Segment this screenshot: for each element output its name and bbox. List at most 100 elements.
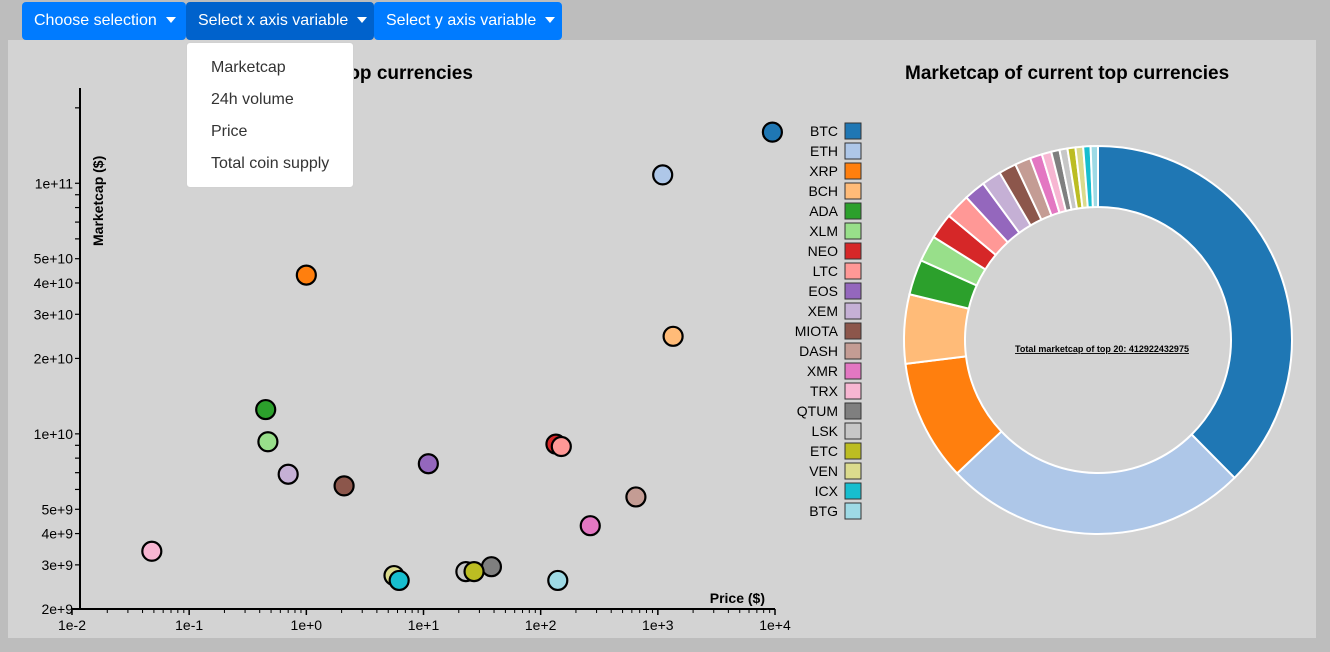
legend-label-eth: ETH bbox=[810, 143, 838, 159]
legend-label-ada: ADA bbox=[809, 203, 838, 219]
x-tick-label: 1e+2 bbox=[525, 617, 557, 633]
legend-label-trx: TRX bbox=[810, 383, 839, 399]
x-tick-label: 1e+4 bbox=[759, 617, 791, 633]
legend-swatch-btg bbox=[844, 502, 862, 520]
legend-label-xrp: XRP bbox=[809, 163, 838, 179]
dropdown-item-24h-volume[interactable]: 24h volume bbox=[211, 91, 294, 108]
legend-label-qtum: QTUM bbox=[797, 403, 838, 419]
legend-swatch-bch bbox=[844, 182, 862, 200]
scatter-point-etc bbox=[463, 561, 485, 583]
y-tick-label: 2e+10 bbox=[34, 350, 74, 366]
dropdown-item-price[interactable]: Price bbox=[211, 123, 248, 140]
legend-swatch-icx bbox=[844, 482, 862, 500]
legend-label-btc: BTC bbox=[810, 123, 838, 139]
choose-selection-label: Choose selection bbox=[34, 12, 157, 29]
x-tick-label: 1e+1 bbox=[408, 617, 440, 633]
legend-label-ltc: LTC bbox=[813, 263, 838, 279]
scatter-point-xlm bbox=[257, 431, 279, 453]
x-axis-dropdown-menu: Marketcap 24h volume Price Total coin su… bbox=[186, 42, 354, 188]
legend-swatch-dash bbox=[844, 342, 862, 360]
y-tick-label: 3e+9 bbox=[41, 557, 73, 573]
legend-swatch-eos bbox=[844, 282, 862, 300]
y-tick-label: 4e+9 bbox=[41, 526, 73, 542]
legend-label-btg: BTG bbox=[809, 503, 838, 519]
legend-swatch-xmr bbox=[844, 362, 862, 380]
donut-slice-btg bbox=[1089, 144, 1099, 209]
scatter-point-bch bbox=[662, 325, 684, 347]
legend-swatch-xrp bbox=[844, 162, 862, 180]
scatter-point-btg bbox=[547, 569, 569, 592]
scatter-point-xrp bbox=[295, 264, 317, 286]
scatter-point-xmr bbox=[579, 515, 601, 537]
x-tick-label: 1e+0 bbox=[291, 617, 323, 633]
legend-swatch-neo bbox=[844, 242, 862, 260]
donut-center-label: Total marketcap of top 20: 412922432975 bbox=[1015, 344, 1189, 354]
scatter-point-xem bbox=[277, 463, 299, 485]
legend-label-miota: MIOTA bbox=[795, 323, 839, 339]
scatter-point-ada bbox=[255, 398, 277, 421]
legend-label-xem: XEM bbox=[808, 303, 838, 319]
scatter-point-trx bbox=[141, 540, 163, 562]
select-x-axis-label: Select x axis variable bbox=[198, 12, 349, 29]
legend-label-dash: DASH bbox=[799, 343, 838, 359]
legend-label-xmr: XMR bbox=[807, 363, 838, 379]
scatter-point-icx bbox=[388, 569, 410, 592]
scatter-point-qtum bbox=[480, 556, 503, 578]
dropdown-item-marketcap[interactable]: Marketcap bbox=[211, 59, 286, 76]
scatter-point-btc bbox=[761, 121, 783, 143]
legend-label-bch: BCH bbox=[808, 183, 838, 199]
legend-swatch-qtum bbox=[844, 402, 862, 420]
select-x-axis-button[interactable]: Select x axis variable bbox=[186, 2, 374, 40]
caret-down-icon bbox=[545, 17, 556, 23]
legend-label-ven: VEN bbox=[809, 463, 838, 479]
donut-chart bbox=[903, 144, 1293, 535]
y-tick-label: 1e+10 bbox=[34, 426, 74, 442]
legend-swatch-xem bbox=[844, 302, 862, 320]
donut-slice-eth bbox=[955, 430, 1236, 535]
scatter-point-dash bbox=[625, 486, 647, 508]
scatter-chart-title: top currencies bbox=[342, 63, 473, 84]
legend-swatch-lsk bbox=[844, 422, 862, 440]
legend-label-neo: NEO bbox=[808, 243, 838, 259]
x-tick-label: 1e-2 bbox=[58, 617, 86, 633]
legend-swatch-etc bbox=[844, 442, 862, 460]
legend-swatch-trx bbox=[844, 382, 862, 400]
legend-label-xlm: XLM bbox=[809, 223, 838, 239]
legend-swatch-eth bbox=[844, 142, 862, 160]
y-tick-label: 2e+9 bbox=[41, 601, 73, 617]
y-tick-label: 5e+10 bbox=[34, 251, 74, 267]
legend-swatch-xlm bbox=[844, 222, 862, 240]
x-tick-label: 1e-1 bbox=[175, 617, 203, 633]
legend-label-eos: EOS bbox=[808, 283, 838, 299]
scatter-axes: 1e-2 1e-1 1e+0 1e+1 1e+2 1e+3 1e+4 2e+9 3e+9 4e+9… bbox=[34, 88, 791, 633]
legend-label-icx: ICX bbox=[815, 483, 839, 499]
legend-swatch-ven bbox=[844, 462, 862, 480]
select-y-axis-button[interactable]: Select y axis variable bbox=[374, 2, 562, 40]
legend-swatch-btc bbox=[844, 122, 862, 140]
x-tick-label: 1e+3 bbox=[642, 617, 674, 633]
y-tick-label: 1e+11 bbox=[35, 175, 73, 191]
x-axis-label: Price ($) bbox=[710, 590, 765, 606]
choose-selection-button[interactable]: Choose selection bbox=[22, 2, 186, 40]
y-tick-label: 4e+10 bbox=[34, 275, 74, 291]
scatter-point-miota bbox=[333, 475, 355, 497]
pie-chart-title: Marketcap of current top currencies bbox=[905, 63, 1230, 84]
scatter-point-eth bbox=[652, 164, 674, 186]
scatter-point-eos bbox=[417, 453, 439, 475]
y-tick-label: 5e+9 bbox=[41, 501, 73, 517]
select-y-axis-label: Select y axis variable bbox=[386, 12, 537, 29]
legend-label-lsk: LSK bbox=[812, 423, 839, 439]
legend-swatch-ltc bbox=[844, 262, 862, 280]
legend-swatch-miota bbox=[844, 322, 862, 340]
dropdown-item-total-coin-supply[interactable]: Total coin supply bbox=[211, 155, 330, 172]
legend-label-etc: ETC bbox=[810, 443, 838, 459]
donut-slice-btc bbox=[1097, 144, 1293, 480]
y-tick-label: 3e+10 bbox=[34, 306, 74, 322]
legend-swatch-ada bbox=[844, 202, 862, 220]
scatter-points bbox=[141, 121, 783, 592]
caret-down-icon bbox=[357, 17, 368, 23]
pie-legend: BTC ETH XRP BCH ADA XLM NEO LTC EOS XEM MIOTA DASH X… bbox=[795, 122, 862, 520]
caret-down-icon bbox=[165, 17, 176, 23]
scatter-point-ltc bbox=[550, 435, 572, 458]
